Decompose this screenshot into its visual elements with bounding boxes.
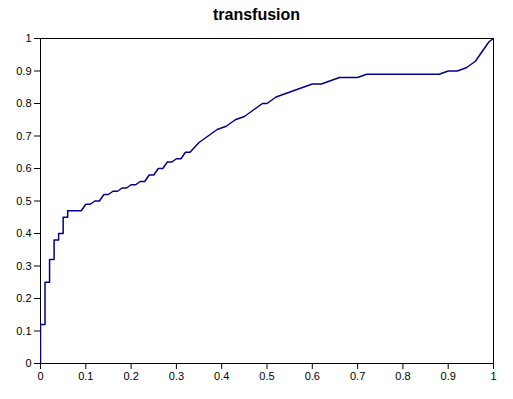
svg-text:0.5: 0.5	[259, 370, 274, 382]
svg-text:0.2: 0.2	[16, 292, 31, 304]
svg-text:0.5: 0.5	[16, 195, 31, 207]
svg-text:0.4: 0.4	[214, 370, 229, 382]
svg-text:0.6: 0.6	[305, 370, 320, 382]
svg-text:0.9: 0.9	[441, 370, 456, 382]
svg-text:0: 0	[25, 357, 31, 369]
svg-text:0.8: 0.8	[16, 97, 31, 109]
svg-text:0: 0	[37, 370, 43, 382]
svg-text:0.4: 0.4	[16, 227, 31, 239]
svg-text:0.3: 0.3	[169, 370, 184, 382]
svg-text:0.9: 0.9	[16, 65, 31, 77]
svg-text:0.2: 0.2	[123, 370, 138, 382]
html-text:transfusion: transfusion	[212, 6, 301, 23]
svg-text:0.3: 0.3	[16, 260, 31, 272]
svg-text:1: 1	[490, 370, 496, 382]
svg-text:0.8: 0.8	[395, 370, 410, 382]
svg-text:0.7: 0.7	[16, 130, 31, 142]
svg-text:0.7: 0.7	[350, 370, 365, 382]
svg-text:0.1: 0.1	[16, 325, 31, 337]
svg-text:1: 1	[25, 32, 31, 44]
svg-text:0.1: 0.1	[78, 370, 93, 382]
svg-text:0.6: 0.6	[16, 162, 31, 174]
